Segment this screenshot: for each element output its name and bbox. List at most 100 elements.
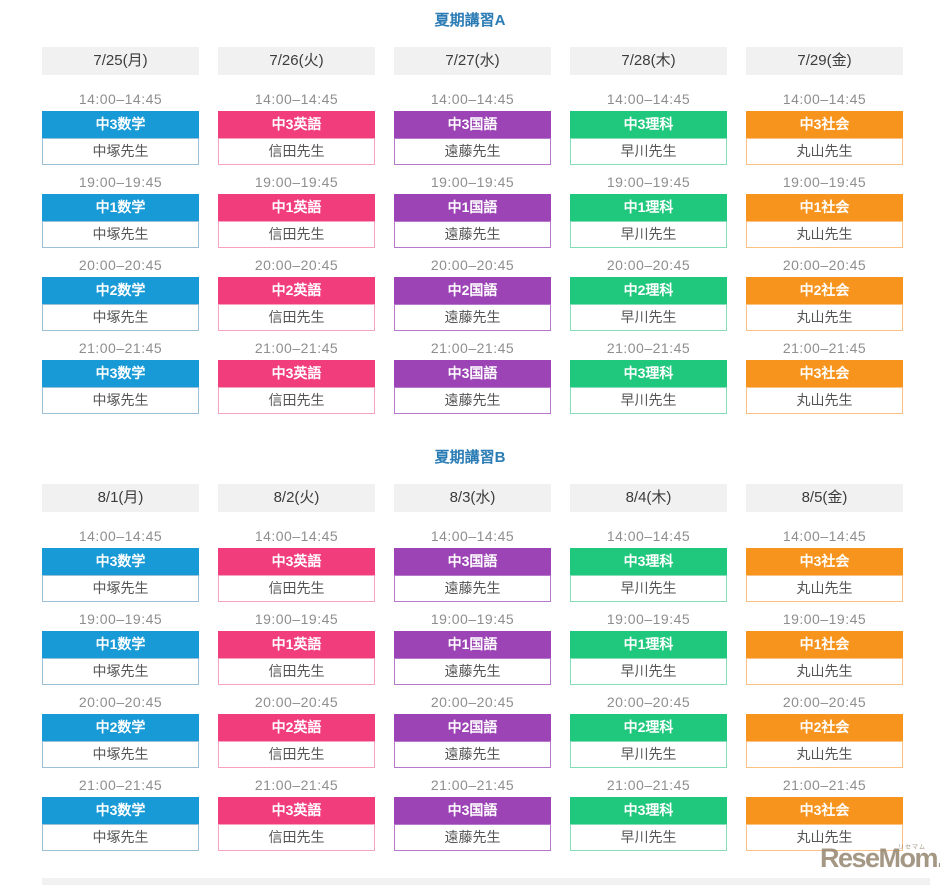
time-label: 19:00–19:45 xyxy=(254,611,339,627)
time-label: 14:00–14:45 xyxy=(782,528,867,544)
time-label: 21:00–21:45 xyxy=(254,340,339,356)
subject-bar: 中3理科 xyxy=(570,360,727,387)
class-slot: 19:00–19:45 中1理科 早川先生 xyxy=(570,173,727,248)
day-column: 7/27(水) 14:00–14:45 中3国語 遠藤先生 19:00–19:4… xyxy=(394,47,551,422)
teacher-cell: 早川先生 xyxy=(570,221,727,248)
teacher-cell: 早川先生 xyxy=(570,575,727,602)
class-slot: 14:00–14:45 中3国語 遠藤先生 xyxy=(394,527,551,602)
slot-list: 14:00–14:45 中3国語 遠藤先生 19:00–19:45 中1国語 遠… xyxy=(394,90,551,414)
subject-bar: 中2社会 xyxy=(746,714,903,741)
subject-bar: 中3社会 xyxy=(746,797,903,824)
teacher-cell: 丸山先生 xyxy=(746,138,903,165)
subject-bar: 中3英語 xyxy=(218,548,375,575)
class-slot: 14:00–14:45 中3英語 信田先生 xyxy=(218,527,375,602)
subject-bar: 中3英語 xyxy=(218,111,375,138)
day-header: 7/26(火) xyxy=(218,47,375,75)
teacher-cell: 信田先生 xyxy=(218,575,375,602)
day-column: 7/25(月) 14:00–14:45 中3数学 中塚先生 19:00–19:4… xyxy=(42,47,199,422)
class-slot: 19:00–19:45 中1理科 早川先生 xyxy=(570,610,727,685)
subject-bar: 中1英語 xyxy=(218,631,375,658)
subject-bar: 中2国語 xyxy=(394,714,551,741)
time-label: 21:00–21:45 xyxy=(782,340,867,356)
slot-list: 14:00–14:45 中3数学 中塚先生 19:00–19:45 中1数学 中… xyxy=(42,527,199,851)
subject-bar: 中2理科 xyxy=(570,277,727,304)
class-slot: 14:00–14:45 中3英語 信田先生 xyxy=(218,90,375,165)
day-column: 8/2(火) 14:00–14:45 中3英語 信田先生 19:00–19:45… xyxy=(218,484,375,859)
teacher-cell: 早川先生 xyxy=(570,387,727,414)
subject-bar: 中3理科 xyxy=(570,548,727,575)
class-slot: 21:00–21:45 中3理科 早川先生 xyxy=(570,776,727,851)
teacher-cell: 中塚先生 xyxy=(42,741,199,768)
teacher-cell: 中塚先生 xyxy=(42,658,199,685)
slot-list: 14:00–14:45 中3社会 丸山先生 19:00–19:45 中1社会 丸… xyxy=(746,527,903,851)
class-slot: 19:00–19:45 中1国語 遠藤先生 xyxy=(394,173,551,248)
day-header: 8/5(金) xyxy=(746,484,903,512)
time-label: 14:00–14:45 xyxy=(254,91,339,107)
time-label: 14:00–14:45 xyxy=(430,528,515,544)
subject-bar: 中2英語 xyxy=(218,714,375,741)
teacher-cell: 丸山先生 xyxy=(746,824,903,851)
time-label: 14:00–14:45 xyxy=(430,91,515,107)
teacher-cell: 丸山先生 xyxy=(746,575,903,602)
class-slot: 21:00–21:45 中3英語 信田先生 xyxy=(218,339,375,414)
day-column: 8/3(水) 14:00–14:45 中3国語 遠藤先生 19:00–19:45… xyxy=(394,484,551,859)
subject-bar: 中3理科 xyxy=(570,797,727,824)
time-label: 19:00–19:45 xyxy=(430,611,515,627)
resemom-logo-ruby: リセマム xyxy=(897,845,926,851)
section-title: 夏期講習B xyxy=(434,449,506,466)
schedule-sections: 夏期講習A 7/25(月) 14:00–14:45 中3数学 中塚先生 19:0… xyxy=(0,10,940,859)
teacher-cell: 中塚先生 xyxy=(42,387,199,414)
time-label: 19:00–19:45 xyxy=(606,611,691,627)
class-slot: 14:00–14:45 中3理科 早川先生 xyxy=(570,90,727,165)
day-header: 7/29(金) xyxy=(746,47,903,75)
day-grid: 8/1(月) 14:00–14:45 中3数学 中塚先生 19:00–19:45… xyxy=(42,484,903,859)
day-column: 7/29(金) 14:00–14:45 中3社会 丸山先生 19:00–19:4… xyxy=(746,47,903,422)
class-slot: 14:00–14:45 中3国語 遠藤先生 xyxy=(394,90,551,165)
class-slot: 19:00–19:45 中1国語 遠藤先生 xyxy=(394,610,551,685)
subject-bar: 中3国語 xyxy=(394,360,551,387)
teacher-cell: 信田先生 xyxy=(218,658,375,685)
class-slot: 20:00–20:45 中2英語 信田先生 xyxy=(218,693,375,768)
day-header: 7/28(木) xyxy=(570,47,727,75)
time-label: 20:00–20:45 xyxy=(606,257,691,273)
class-slot: 21:00–21:45 中3理科 早川先生 xyxy=(570,339,727,414)
day-header: 7/25(月) xyxy=(42,47,199,75)
class-slot: 14:00–14:45 中3社会 丸山先生 xyxy=(746,90,903,165)
class-slot: 21:00–21:45 中3数学 中塚先生 xyxy=(42,776,199,851)
subject-bar: 中2理科 xyxy=(570,714,727,741)
teacher-cell: 丸山先生 xyxy=(746,304,903,331)
schedule-section: 夏期講習A 7/25(月) 14:00–14:45 中3数学 中塚先生 19:0… xyxy=(0,10,940,422)
time-label: 20:00–20:45 xyxy=(254,257,339,273)
teacher-cell: 早川先生 xyxy=(570,138,727,165)
subject-bar: 中3社会 xyxy=(746,111,903,138)
class-slot: 19:00–19:45 中1英語 信田先生 xyxy=(218,610,375,685)
time-label: 14:00–14:45 xyxy=(254,528,339,544)
day-header: 8/4(木) xyxy=(570,484,727,512)
class-slot: 20:00–20:45 中2理科 早川先生 xyxy=(570,256,727,331)
class-slot: 21:00–21:45 中3英語 信田先生 xyxy=(218,776,375,851)
class-slot: 21:00–21:45 中3国語 遠藤先生 xyxy=(394,339,551,414)
class-slot: 20:00–20:45 中2数学 中塚先生 xyxy=(42,256,199,331)
class-slot: 20:00–20:45 中2社会 丸山先生 xyxy=(746,693,903,768)
class-slot: 21:00–21:45 中3社会 丸山先生 xyxy=(746,339,903,414)
subject-bar: 中2国語 xyxy=(394,277,551,304)
teacher-cell: 中塚先生 xyxy=(42,221,199,248)
class-slot: 19:00–19:45 中1社会 丸山先生 xyxy=(746,610,903,685)
day-column: 8/4(木) 14:00–14:45 中3理科 早川先生 19:00–19:45… xyxy=(570,484,727,859)
teacher-cell: 遠藤先生 xyxy=(394,575,551,602)
time-label: 14:00–14:45 xyxy=(606,528,691,544)
resemom-logo-text: ReseMom. xyxy=(820,843,940,873)
day-header: 8/2(火) xyxy=(218,484,375,512)
day-column: 7/28(木) 14:00–14:45 中3理科 早川先生 19:00–19:4… xyxy=(570,47,727,422)
teacher-cell: 遠藤先生 xyxy=(394,741,551,768)
time-label: 14:00–14:45 xyxy=(782,91,867,107)
teacher-cell: 遠藤先生 xyxy=(394,824,551,851)
teacher-cell: 遠藤先生 xyxy=(394,387,551,414)
time-label: 20:00–20:45 xyxy=(782,694,867,710)
day-header: 8/1(月) xyxy=(42,484,199,512)
teacher-cell: 丸山先生 xyxy=(746,387,903,414)
section-title: 夏期講習A xyxy=(434,12,506,29)
teacher-cell: 遠藤先生 xyxy=(394,658,551,685)
time-label: 21:00–21:45 xyxy=(254,777,339,793)
slot-list: 14:00–14:45 中3数学 中塚先生 19:00–19:45 中1数学 中… xyxy=(42,90,199,414)
